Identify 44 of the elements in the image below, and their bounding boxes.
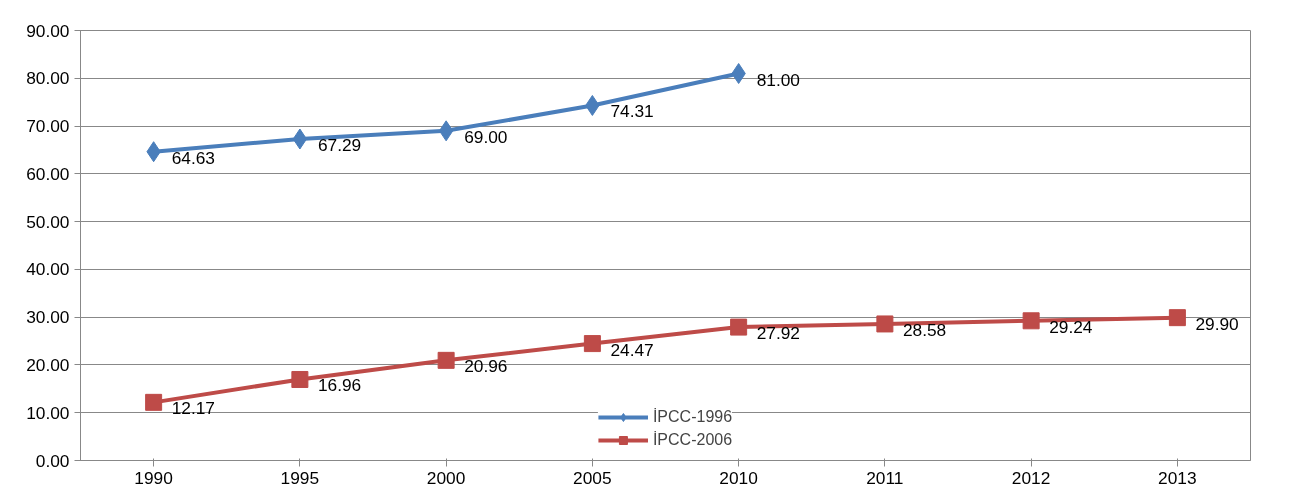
- data-label: 29.24: [1049, 316, 1093, 337]
- x-tick-label: 2013: [1158, 467, 1197, 488]
- x-tick-label: 2010: [719, 467, 758, 488]
- point: [1022, 312, 1040, 330]
- y-tick-label: 10.00: [26, 402, 70, 423]
- x-tick-label: 2012: [1011, 467, 1051, 488]
- data-label: 64.63: [171, 147, 215, 168]
- y-tick-label: 40.00: [26, 259, 70, 280]
- legend-label: İPCC-2006: [652, 431, 733, 449]
- y-tick-label: 30.00: [26, 307, 70, 328]
- data-label: 27.92: [756, 323, 800, 344]
- y-tick-label: 50.00: [26, 211, 70, 232]
- y-tick-label: 80.00: [26, 68, 70, 89]
- y-tick-label: 60.00: [26, 163, 70, 184]
- point: [583, 335, 601, 353]
- y-tick-label: 70.00: [26, 116, 70, 137]
- point: [438, 120, 454, 142]
- data-label: 12.17: [171, 398, 215, 419]
- point: [876, 315, 894, 333]
- data-label: 74.31: [610, 101, 654, 122]
- x-tick-label: 2005: [573, 467, 612, 488]
- x-tick-label: 2011: [866, 467, 904, 488]
- point: [291, 370, 309, 388]
- point: [731, 63, 746, 84]
- data-label: 16.96: [317, 375, 362, 396]
- data-label: 81.00: [756, 69, 800, 90]
- y-tick-label: 0.00: [35, 450, 70, 471]
- x-tick-label: 1990: [134, 467, 173, 488]
- y-tick-label: 20.00: [26, 354, 70, 375]
- legend-label: İPCC-1996: [652, 408, 733, 426]
- data-label: 29.90: [1195, 313, 1239, 334]
- data-label: 24.47: [610, 339, 654, 360]
- point: [730, 318, 748, 336]
- data-label: 69.00: [464, 126, 508, 147]
- y-tick-label: 90.00: [26, 20, 70, 41]
- x-tick-label: 1995: [280, 467, 320, 488]
- x-tick-label: 2000: [426, 467, 466, 488]
- point: [292, 128, 308, 150]
- data-label: 20.96: [464, 356, 508, 377]
- point: [145, 393, 163, 411]
- point: [1168, 309, 1186, 327]
- data-label: 28.58: [902, 319, 947, 340]
- data-label: 67.29: [317, 135, 362, 155]
- point: [437, 351, 455, 369]
